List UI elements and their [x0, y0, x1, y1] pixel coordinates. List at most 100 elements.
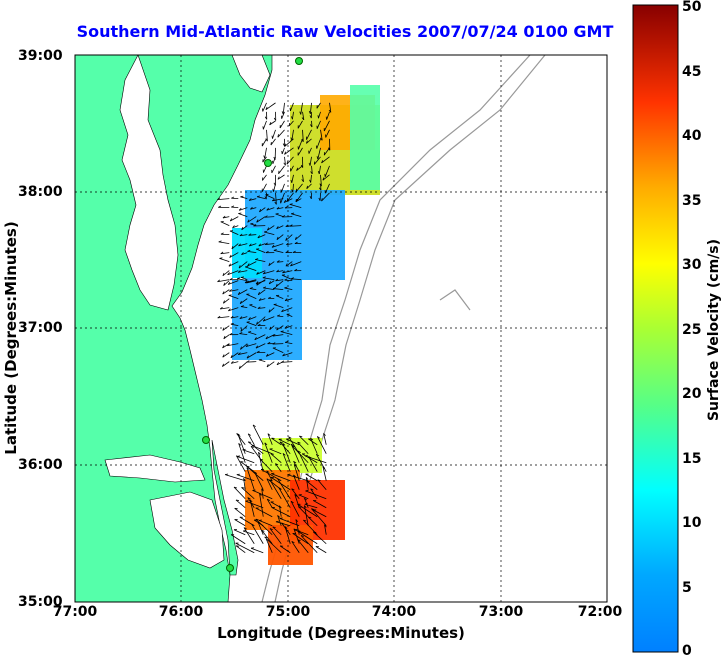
velocity-arrow-head [313, 161, 316, 165]
velocity-arrow-head [317, 479, 321, 482]
velocity-arrow-head [239, 316, 243, 319]
velocity-arrow [266, 498, 273, 508]
velocity-arrow [306, 183, 312, 190]
velocity-arrow [220, 252, 230, 255]
velocity-arrow-head [275, 520, 279, 523]
velocity-arrow-head [235, 499, 239, 501]
velocity-arrow-head [262, 318, 266, 322]
velocity-arrow-head [256, 195, 261, 198]
velocity-arrow [220, 221, 230, 226]
velocity-arrow [280, 192, 285, 204]
velocity-arrow-head [232, 225, 235, 229]
velocity-arrows [217, 102, 332, 554]
velocity-arrow-head [321, 160, 324, 164]
velocity-arrow-head [217, 315, 221, 319]
velocity-arrow-head [276, 226, 279, 230]
velocity-arrow-head [228, 263, 231, 267]
colorbar-tick-label: 40 [682, 128, 702, 144]
velocity-arrow [222, 216, 230, 219]
velocity-arrow-head [255, 345, 259, 349]
velocity-arrow [309, 102, 312, 114]
velocity-arrow [272, 334, 284, 337]
velocity-arrow [294, 494, 300, 508]
velocity-arrow [275, 280, 284, 288]
velocity-arrow [293, 461, 300, 472]
velocity-arrow-head [238, 265, 241, 269]
velocity-arrow-head [308, 516, 312, 519]
velocity-arrow-head [301, 117, 305, 121]
y-axis-label: Latitude (Degrees:Minutes) [2, 221, 20, 455]
velocity-arrow [273, 304, 284, 309]
velocity-arrow-head [252, 424, 256, 427]
velocity-arrow [241, 225, 248, 231]
velocity-arrow-head [276, 327, 279, 331]
velocity-arrow [324, 165, 330, 177]
velocity-arrow-head [317, 115, 319, 119]
velocity-arrow-head [310, 437, 314, 441]
velocity-arrow-head [230, 322, 234, 325]
y-tick-label: 36:00 [18, 457, 63, 473]
velocity-arrow-head [322, 465, 326, 469]
velocity-arrow [238, 243, 248, 247]
velocity-arrow-head [247, 263, 250, 267]
velocity-arrow-head [236, 433, 240, 436]
velocity-arrow-head [237, 291, 241, 295]
velocity-arrow-head [318, 197, 321, 201]
velocity-arrow [246, 280, 257, 284]
velocity-arrow-head [282, 143, 285, 147]
velocity-arrow-head [272, 198, 275, 202]
velocity-arrow [217, 198, 230, 201]
velocity-arrow [276, 225, 284, 230]
velocity-arrow [266, 129, 268, 142]
velocity-arrow-head [275, 213, 279, 215]
velocity-arrow [238, 261, 248, 269]
velocity-arrow-head [284, 526, 288, 529]
velocity-arrow [278, 165, 285, 174]
velocity-region [268, 525, 313, 565]
velocity-arrow-head [243, 527, 247, 530]
velocity-arrow-head [274, 201, 277, 205]
velocity-arrow [266, 478, 273, 490]
velocity-arrow [291, 541, 300, 553]
velocity-arrow [229, 252, 239, 258]
velocity-arrow-head [304, 497, 307, 501]
velocity-arrow-head [229, 289, 232, 292]
velocity-arrow-head [231, 246, 234, 250]
x-tick-label: 77:00 [52, 604, 98, 620]
velocity-arrow [298, 506, 309, 518]
velocity-arrow [310, 174, 312, 183]
velocity-arrow [284, 147, 294, 155]
velocity-arrow-head [293, 464, 297, 467]
velocity-arrow [263, 165, 267, 173]
velocity-arrow [275, 213, 284, 217]
colorbar-tick-label: 25 [682, 322, 702, 338]
velocity-arrow [241, 252, 248, 256]
velocity-arrow [292, 183, 294, 193]
velocity-arrow [326, 111, 330, 120]
velocity-arrow [235, 542, 255, 554]
velocity-arrow [232, 225, 239, 229]
velocity-arrow [295, 183, 303, 193]
chart-title: Southern Mid-Atlantic Raw Velocities 200… [76, 22, 614, 41]
velocity-arrow-head [239, 233, 243, 237]
velocity-arrow [219, 257, 230, 262]
velocity-arrow-head [255, 518, 259, 521]
station-marker [264, 159, 272, 167]
velocity-arrow-head [257, 235, 260, 239]
velocity-arrow-head [279, 441, 283, 444]
velocity-arrow [235, 545, 246, 554]
velocity-arrow-head [264, 116, 268, 120]
velocity-arrow [271, 473, 291, 482]
velocity-arrow [277, 515, 282, 526]
velocity-arrow [262, 174, 267, 181]
velocity-arrow-head [273, 303, 277, 305]
velocity-arrow-head [238, 243, 241, 247]
x-tick-label: 75:00 [265, 604, 311, 620]
velocity-arrow [289, 204, 302, 208]
velocity-arrow [245, 500, 264, 509]
velocity-arrow [240, 306, 248, 309]
velocity-arrow [229, 289, 239, 292]
velocity-arrow [249, 288, 257, 291]
velocity-arrow [250, 547, 264, 554]
velocity-arrow-head [284, 151, 287, 155]
